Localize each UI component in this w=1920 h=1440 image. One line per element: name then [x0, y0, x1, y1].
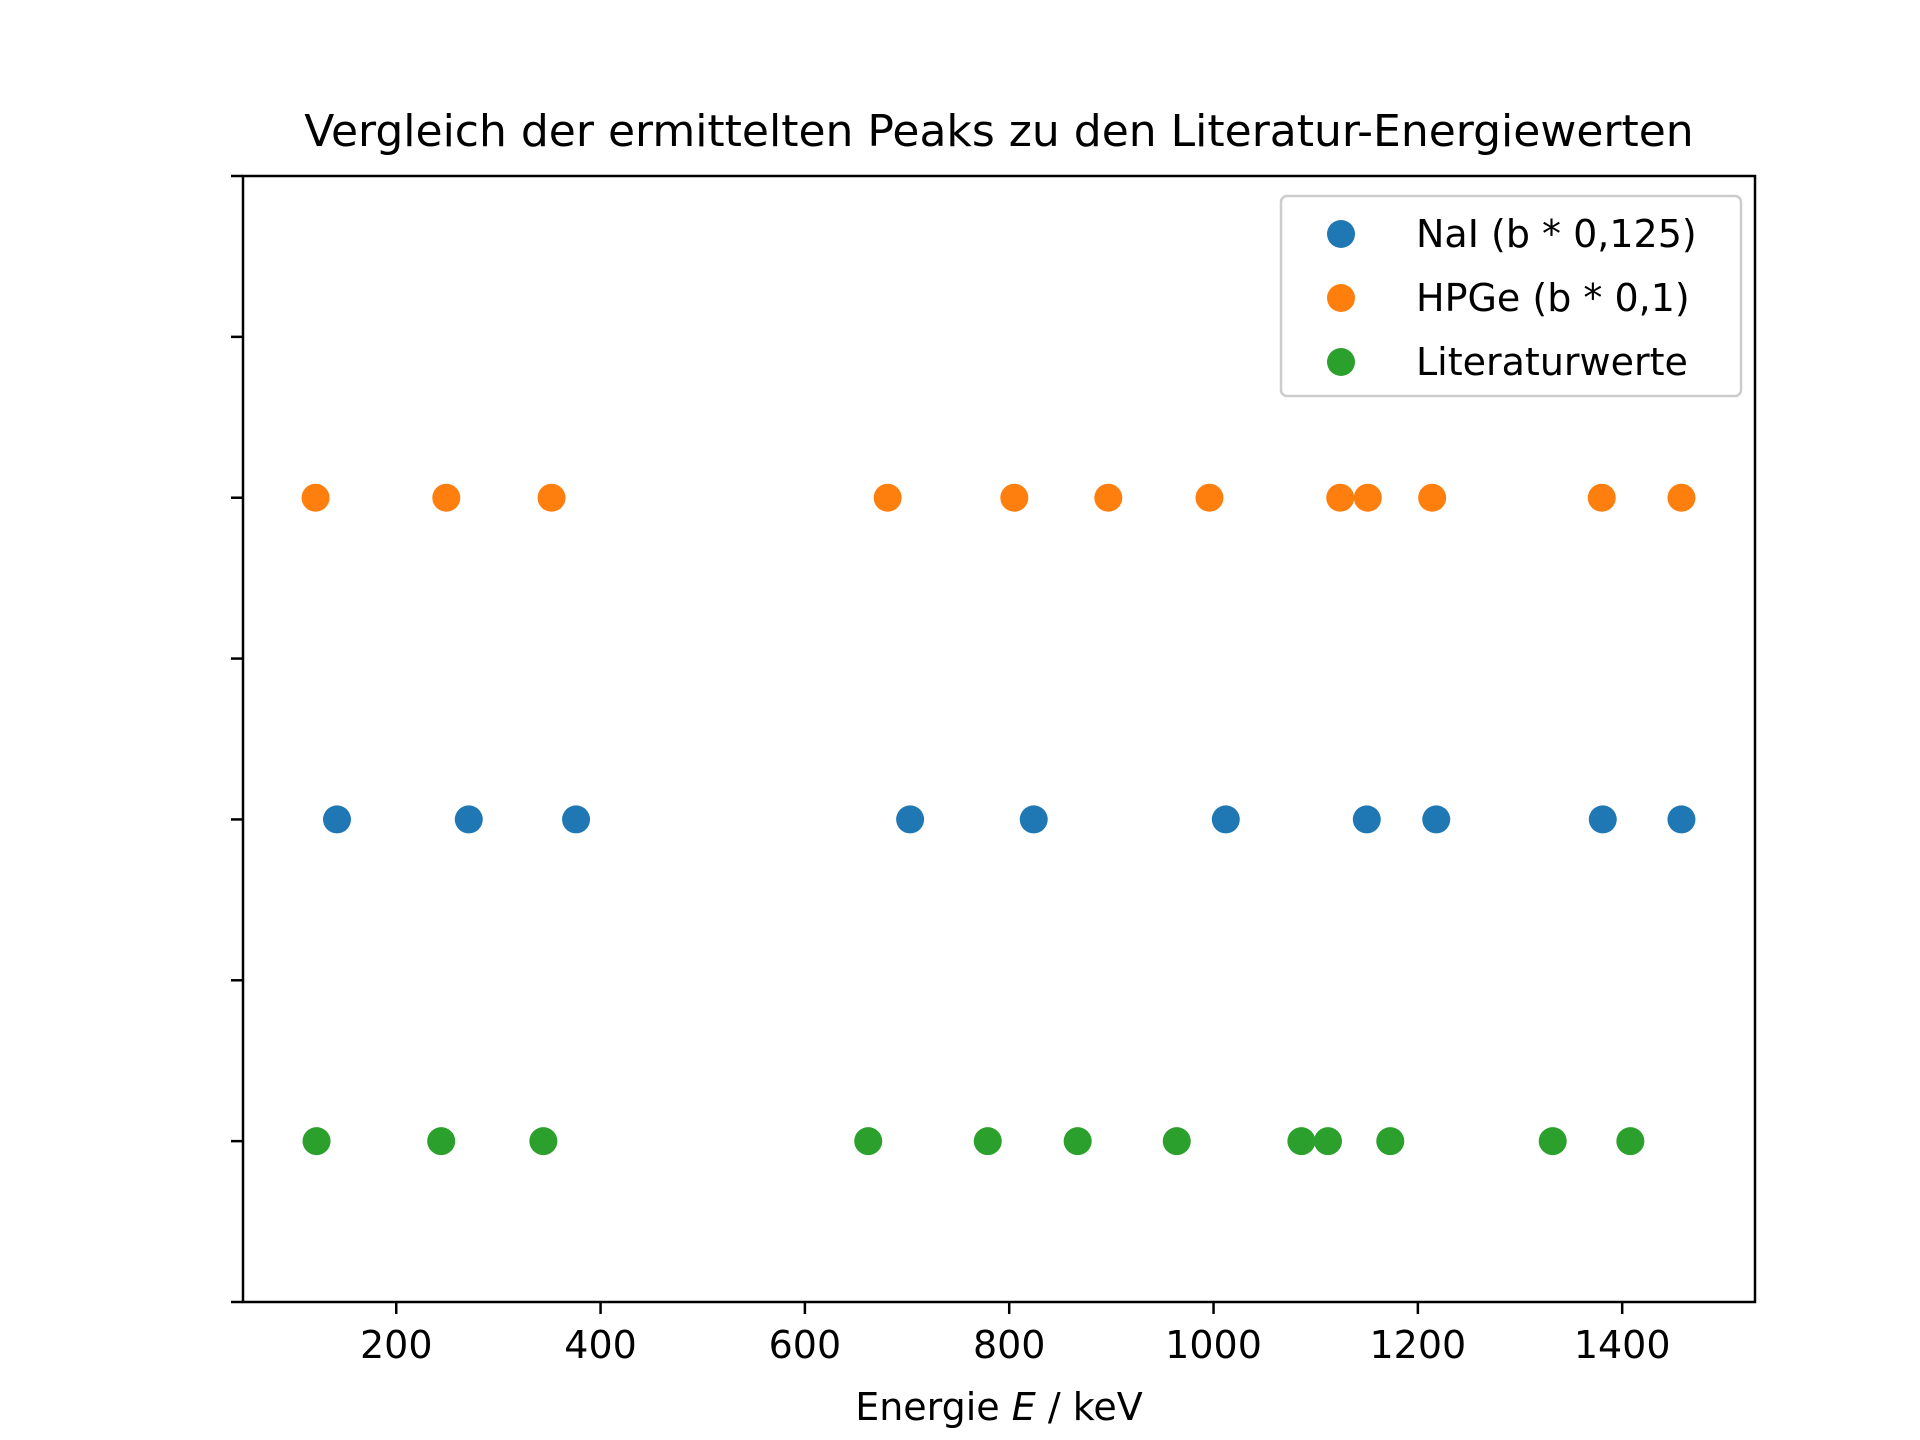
data-point [973, 1127, 1002, 1156]
legend-label: HPGe (b * 0,1) [1416, 276, 1690, 320]
legend-label: NaI (b * 0,125) [1416, 212, 1697, 256]
data-point [432, 483, 461, 512]
data-point [1353, 483, 1382, 512]
x-tick-label: 200 [360, 1323, 433, 1367]
data-point [1211, 805, 1240, 834]
data-point [1616, 1127, 1645, 1156]
data-point [1063, 1127, 1092, 1156]
data-point [302, 1127, 331, 1156]
legend-marker [1327, 348, 1355, 376]
data-point [1352, 805, 1381, 834]
data-point [301, 483, 330, 512]
legend-box [1279, 194, 1743, 398]
x-tick-label: 1200 [1370, 1323, 1467, 1367]
data-point [1587, 483, 1616, 512]
data-point [562, 805, 591, 834]
x-tick-label: 1400 [1574, 1323, 1671, 1367]
series-1 [301, 483, 1696, 512]
data-point [1000, 483, 1029, 512]
x-tick-label: 600 [769, 1323, 842, 1367]
data-point [896, 805, 925, 834]
series-2 [302, 1127, 1645, 1156]
x-tick-label: 800 [973, 1323, 1046, 1367]
data-points [301, 483, 1696, 1156]
data-point [454, 805, 483, 834]
data-point [1422, 805, 1451, 834]
x-tick-label: 1000 [1165, 1323, 1262, 1367]
legend-marker [1327, 284, 1355, 312]
x-axis-label-variable: E [1012, 1385, 1036, 1429]
x-axis-label: Energie E / keV [855, 1385, 1143, 1429]
data-point [854, 1127, 883, 1156]
legend: NaI (b * 0,125) HPGe (b * 0,1) Literaturwe… [1279, 194, 1743, 398]
data-point [322, 805, 351, 834]
y-axis-ticks [231, 174, 243, 1304]
data-point [1538, 1127, 1567, 1156]
data-point [1195, 483, 1224, 512]
data-point [1667, 805, 1696, 834]
series-0 [322, 805, 1696, 834]
data-point [1667, 483, 1696, 512]
data-point [1418, 483, 1447, 512]
plot-area [241, 174, 1757, 1304]
data-point [529, 1127, 558, 1156]
data-point [1287, 1127, 1316, 1156]
data-point [537, 483, 566, 512]
x-tick-label: 400 [564, 1323, 637, 1367]
data-point [1326, 483, 1355, 512]
plot-frame [241, 174, 1757, 1304]
data-point [427, 1127, 456, 1156]
x-axis-label-suffix: / keV [1036, 1385, 1143, 1429]
x-axis-ticks: 200 400 600 800 1000 1200 1400 [360, 1302, 1671, 1367]
data-point [1376, 1127, 1405, 1156]
data-point [1162, 1127, 1191, 1156]
data-point [1313, 1127, 1342, 1156]
data-point [873, 483, 902, 512]
data-point [1019, 805, 1048, 834]
legend-label: Literaturwerte [1416, 340, 1688, 384]
x-axis-label-prefix: Energie [855, 1385, 1012, 1429]
legend-marker [1327, 220, 1355, 248]
data-point [1588, 805, 1617, 834]
data-point [1094, 483, 1123, 512]
chart-title: Vergleich der ermittelten Peaks zu den L… [304, 106, 1693, 157]
